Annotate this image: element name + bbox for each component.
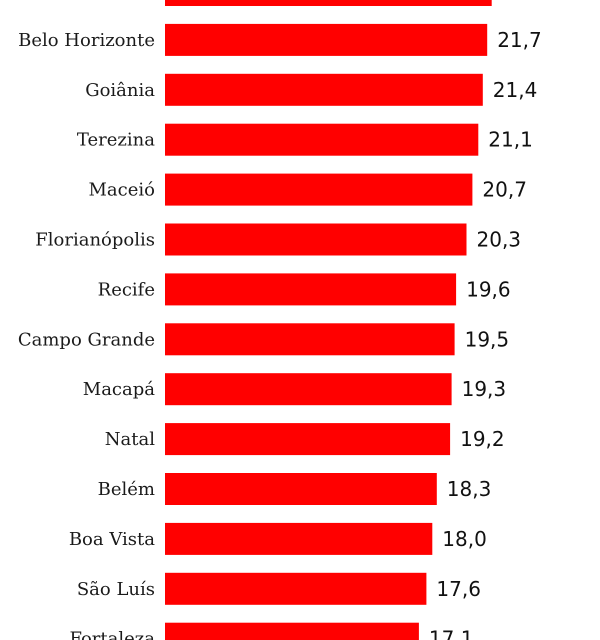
category-label: Florianópolis <box>35 230 155 251</box>
category-label: Terezina <box>77 130 155 151</box>
value-label: 17,1 <box>429 627 474 640</box>
value-label: 18,0 <box>442 527 487 551</box>
category-label: Boa Vista <box>69 529 155 550</box>
value-label: 19,5 <box>465 327 510 351</box>
category-label: Belém <box>98 479 155 500</box>
bar <box>165 73 483 106</box>
category-labels-group: Belo Horizonte Goiânia Terezina Maceió Flori… <box>18 30 155 640</box>
value-label: 19,3 <box>462 377 507 401</box>
bar <box>165 473 437 505</box>
bar <box>165 522 433 555</box>
bar <box>165 223 467 256</box>
category-label: São Luís <box>77 579 155 600</box>
value-label: 18,3 <box>447 477 492 501</box>
value-label: 21,7 <box>497 28 542 52</box>
value-label: 17,6 <box>436 577 481 601</box>
category-label: Goiânia <box>85 80 155 101</box>
value-label: 21,4 <box>493 78 538 102</box>
category-label: Macapá <box>83 379 155 400</box>
bar <box>165 23 488 56</box>
value-labels-group: 21,7 21,4 21,1 20,7 20,3 19,6 19,5 19,3 19,2 18,3… <box>429 28 542 640</box>
value-label: 20,7 <box>482 178 527 202</box>
value-label: 19,2 <box>460 427 505 451</box>
bar <box>165 423 451 456</box>
bar <box>165 273 457 306</box>
bar <box>165 0 492 6</box>
value-label: 20,3 <box>477 228 522 252</box>
bar <box>165 323 455 356</box>
category-label: Natal <box>105 429 155 450</box>
bar <box>165 123 479 156</box>
bar <box>165 173 473 206</box>
bar <box>165 622 419 640</box>
category-label: Campo Grande <box>18 329 155 350</box>
category-label: Fortaleza <box>69 629 155 640</box>
bar <box>165 572 427 605</box>
category-label: Recife <box>98 279 155 300</box>
bar <box>165 373 452 406</box>
value-label: 19,6 <box>466 277 511 301</box>
category-label: Belo Horizonte <box>18 30 155 51</box>
bars-group <box>165 0 492 640</box>
value-label: 21,1 <box>488 128 533 152</box>
category-label: Maceió <box>89 180 156 201</box>
